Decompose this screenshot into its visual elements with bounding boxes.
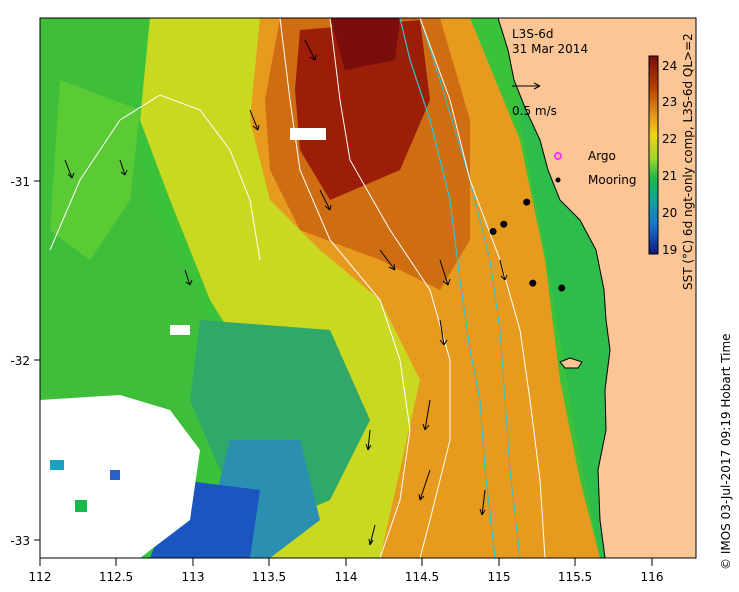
y-axis: -31 -32 -33 (10, 175, 40, 548)
mooring-marker (529, 279, 537, 287)
map-date: 31 Mar 2014 (512, 42, 588, 56)
colorbar-label: SST (°C) 6d ngt-only comp, L3S-6d QL>=2 (681, 33, 695, 290)
x-tick-label: 116 (641, 570, 664, 584)
colorbar-tick: 23 (662, 95, 677, 109)
vector-scale-label: 0.5 m/s (512, 104, 557, 118)
colorbar: 24 23 22 21 20 19 SST (°C) 6d ngt-only c… (648, 33, 695, 290)
x-axis: 112 112.5 113 113.5 114 114.5 115 115.5 … (29, 558, 664, 584)
land (498, 18, 696, 558)
isobath-inner (419, 18, 521, 558)
vector-arrow (418, 469, 431, 501)
mooring-markers (489, 198, 566, 292)
colorbar-tick: 19 (662, 243, 677, 257)
plot-frame (39, 17, 697, 559)
legend: Argo Mooring (554, 149, 637, 187)
vector-arrow (184, 269, 193, 286)
contour-line (49, 94, 261, 261)
mooring-marker (523, 198, 531, 206)
vector-arrow (479, 489, 486, 516)
vector-arrow (368, 524, 376, 546)
x-tick-label: 114.5 (405, 570, 439, 584)
vector-arrow (64, 159, 75, 179)
coastline (497, 18, 611, 558)
vector-arrow (422, 399, 431, 431)
contour-line (279, 18, 411, 558)
legend-mooring-label: Mooring (588, 173, 637, 187)
vector-scale: 0.5 m/s (512, 82, 557, 118)
colorbar-tick: 24 (662, 59, 677, 73)
y-tick-label: -33 (10, 534, 30, 548)
colorbar-tick: 22 (662, 132, 677, 146)
vector-arrow (439, 259, 451, 286)
credit-text: © IMOS 03-Jul-2017 09:19 Hobart Time (719, 333, 733, 570)
mooring-marker (500, 220, 508, 228)
colorbar-tick: 20 (662, 206, 677, 220)
vector-arrow (365, 429, 372, 451)
map-title: L3S-6d (512, 27, 554, 41)
vector-arrow (439, 319, 448, 346)
vector-arrow (499, 259, 508, 281)
vector-arrow (379, 249, 396, 271)
x-tick-label: 115 (488, 570, 511, 584)
colorbar-bar (648, 55, 659, 255)
x-tick-label: 112.5 (99, 570, 133, 584)
y-tick-label: -32 (10, 354, 30, 368)
vector-arrow (119, 159, 128, 176)
x-tick-label: 114 (335, 570, 358, 584)
mooring-symbol (555, 177, 561, 183)
y-tick-label: -31 (10, 175, 30, 189)
x-tick-label: 113.5 (252, 570, 286, 584)
vector-arrow (319, 189, 332, 211)
scale-arrow (512, 82, 541, 90)
colorbar-tick: 21 (662, 169, 677, 183)
mooring-marker (558, 284, 566, 292)
x-tick-label: 112 (29, 570, 52, 584)
legend-argo-label: Argo (588, 149, 616, 163)
velocity-vectors (64, 39, 508, 546)
x-tick-label: 113 (182, 570, 205, 584)
mooring-marker (489, 228, 497, 235)
vector-arrow (304, 39, 317, 61)
x-tick-label: 115.5 (558, 570, 592, 584)
contour-line (329, 18, 451, 558)
contour-line (419, 18, 546, 558)
isobath-shelf-break (399, 18, 496, 558)
island (559, 357, 583, 369)
sst-field (40, 18, 696, 558)
vector-arrow (249, 109, 260, 131)
argo-symbol (554, 152, 562, 160)
